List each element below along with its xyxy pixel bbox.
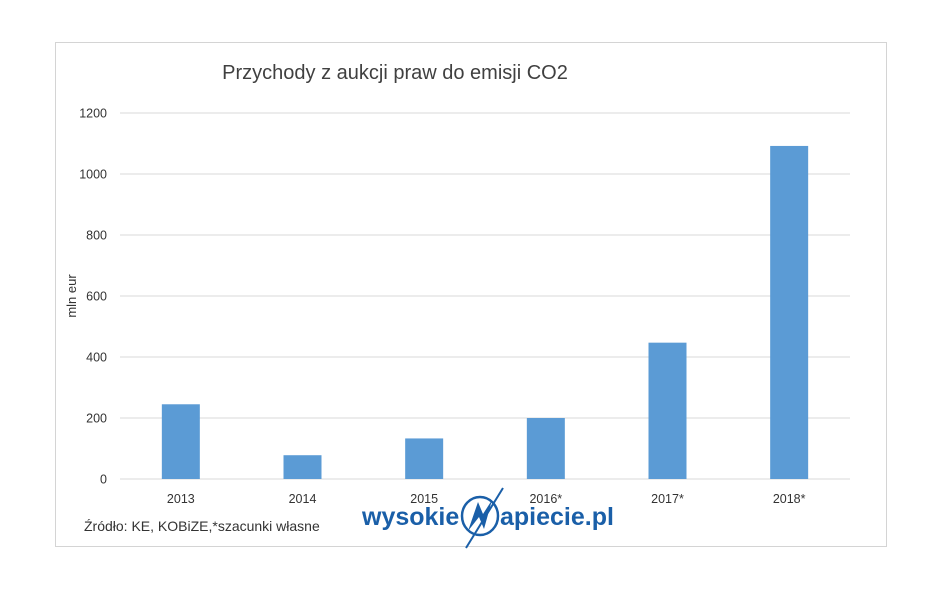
y-tick-label: 1200: [79, 107, 107, 121]
x-tick-label: 2013: [167, 492, 195, 506]
x-tick-label: 2018*: [773, 492, 806, 506]
x-tick-label: 2015: [410, 492, 438, 506]
bar-2018: [770, 145, 809, 479]
x-tick-label: 2014: [289, 492, 317, 506]
y-tick-label: 200: [86, 412, 107, 426]
bar-2017: [648, 342, 687, 479]
logo-text-left: wysokie: [361, 503, 459, 531]
y-tick-label: 1000: [79, 168, 107, 182]
bar-2014: [283, 455, 322, 479]
logo-text-right: apiecie.pl: [500, 503, 614, 531]
source-note: Źródło: KE, KOBiZE,*szacunki własne: [84, 518, 320, 534]
x-tick-label: 2017*: [651, 492, 684, 506]
x-tick-labels: 2013 2014 2015 2016* 2017* 2018*: [167, 492, 806, 506]
y-tick-label: 0: [100, 473, 107, 487]
lightning-n-icon: [460, 487, 504, 549]
wysokie-napiecie-logo[interactable]: wysokie apiecie.pl: [361, 487, 614, 549]
y-tick-label: 400: [86, 351, 107, 365]
bar-2016: [526, 418, 565, 479]
y-tick-label: 800: [86, 229, 107, 243]
y-axis-label: mln eur: [64, 274, 79, 318]
y-tick-label: 600: [86, 290, 107, 304]
bar-2015: [405, 438, 444, 479]
y-tick-labels: 0 200 400 600 800 1000 1200: [79, 107, 107, 487]
bar-2013: [161, 404, 200, 479]
grid-layer: [120, 112, 850, 480]
x-tick-label: 2016*: [529, 492, 562, 506]
chart-title: Przychody z aukcji praw do emisji CO2: [222, 62, 568, 84]
bars: [161, 145, 809, 479]
